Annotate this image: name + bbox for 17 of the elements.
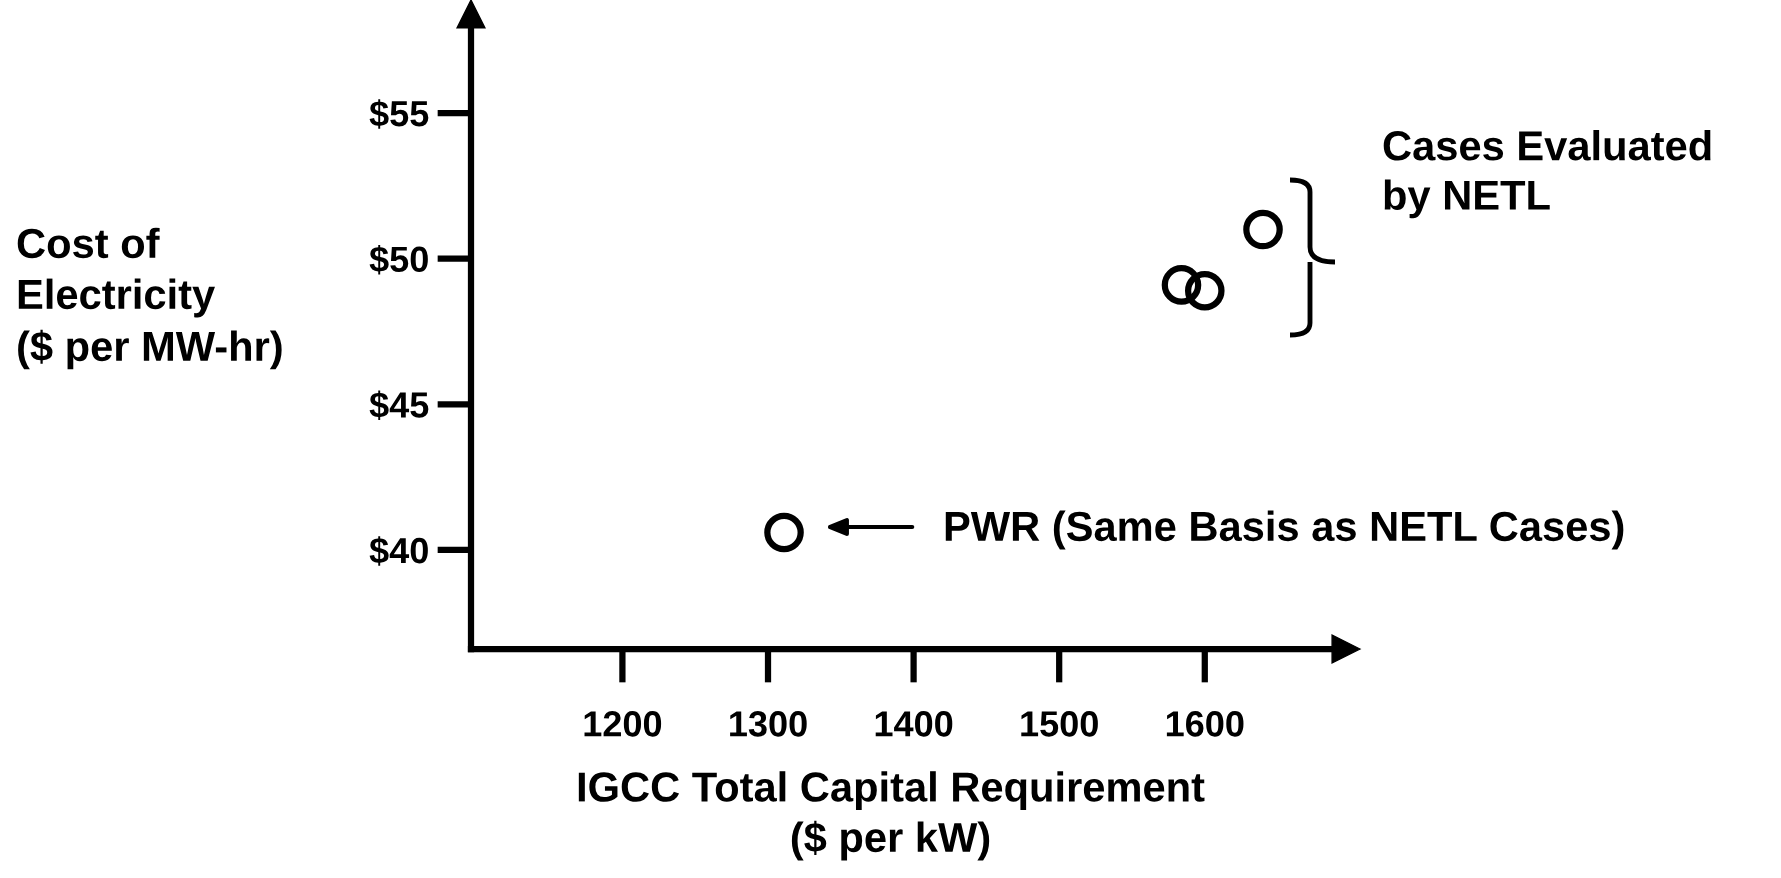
point xyxy=(764,512,804,553)
annotation: PWR (Same Basis as NETL Cases) xyxy=(945,510,1624,550)
y-tick-label: $40 xyxy=(369,536,428,566)
x-axis-title: IGCC Total Capital Requirement ($ per kW) xyxy=(578,771,1205,861)
y-tick-label: $55 xyxy=(369,99,429,129)
y-tick-label: $50 xyxy=(369,244,428,275)
y-tick-label: $45 xyxy=(369,390,429,421)
y-axis-title: Cost of Electricity ($ per MW-hr) xyxy=(17,227,282,370)
text: Cases Evaluated by NETL xyxy=(1383,130,1711,219)
x-tick-label: 1600 xyxy=(1166,711,1244,737)
x-tick-label: 1500 xyxy=(1021,711,1098,737)
point xyxy=(1184,270,1225,311)
point xyxy=(1243,209,1283,250)
x-tick-label: 1300 xyxy=(730,711,807,737)
x-tick-label: 1200 xyxy=(584,711,662,737)
point xyxy=(1161,265,1202,305)
x-tick-label: 1400 xyxy=(875,711,953,737)
